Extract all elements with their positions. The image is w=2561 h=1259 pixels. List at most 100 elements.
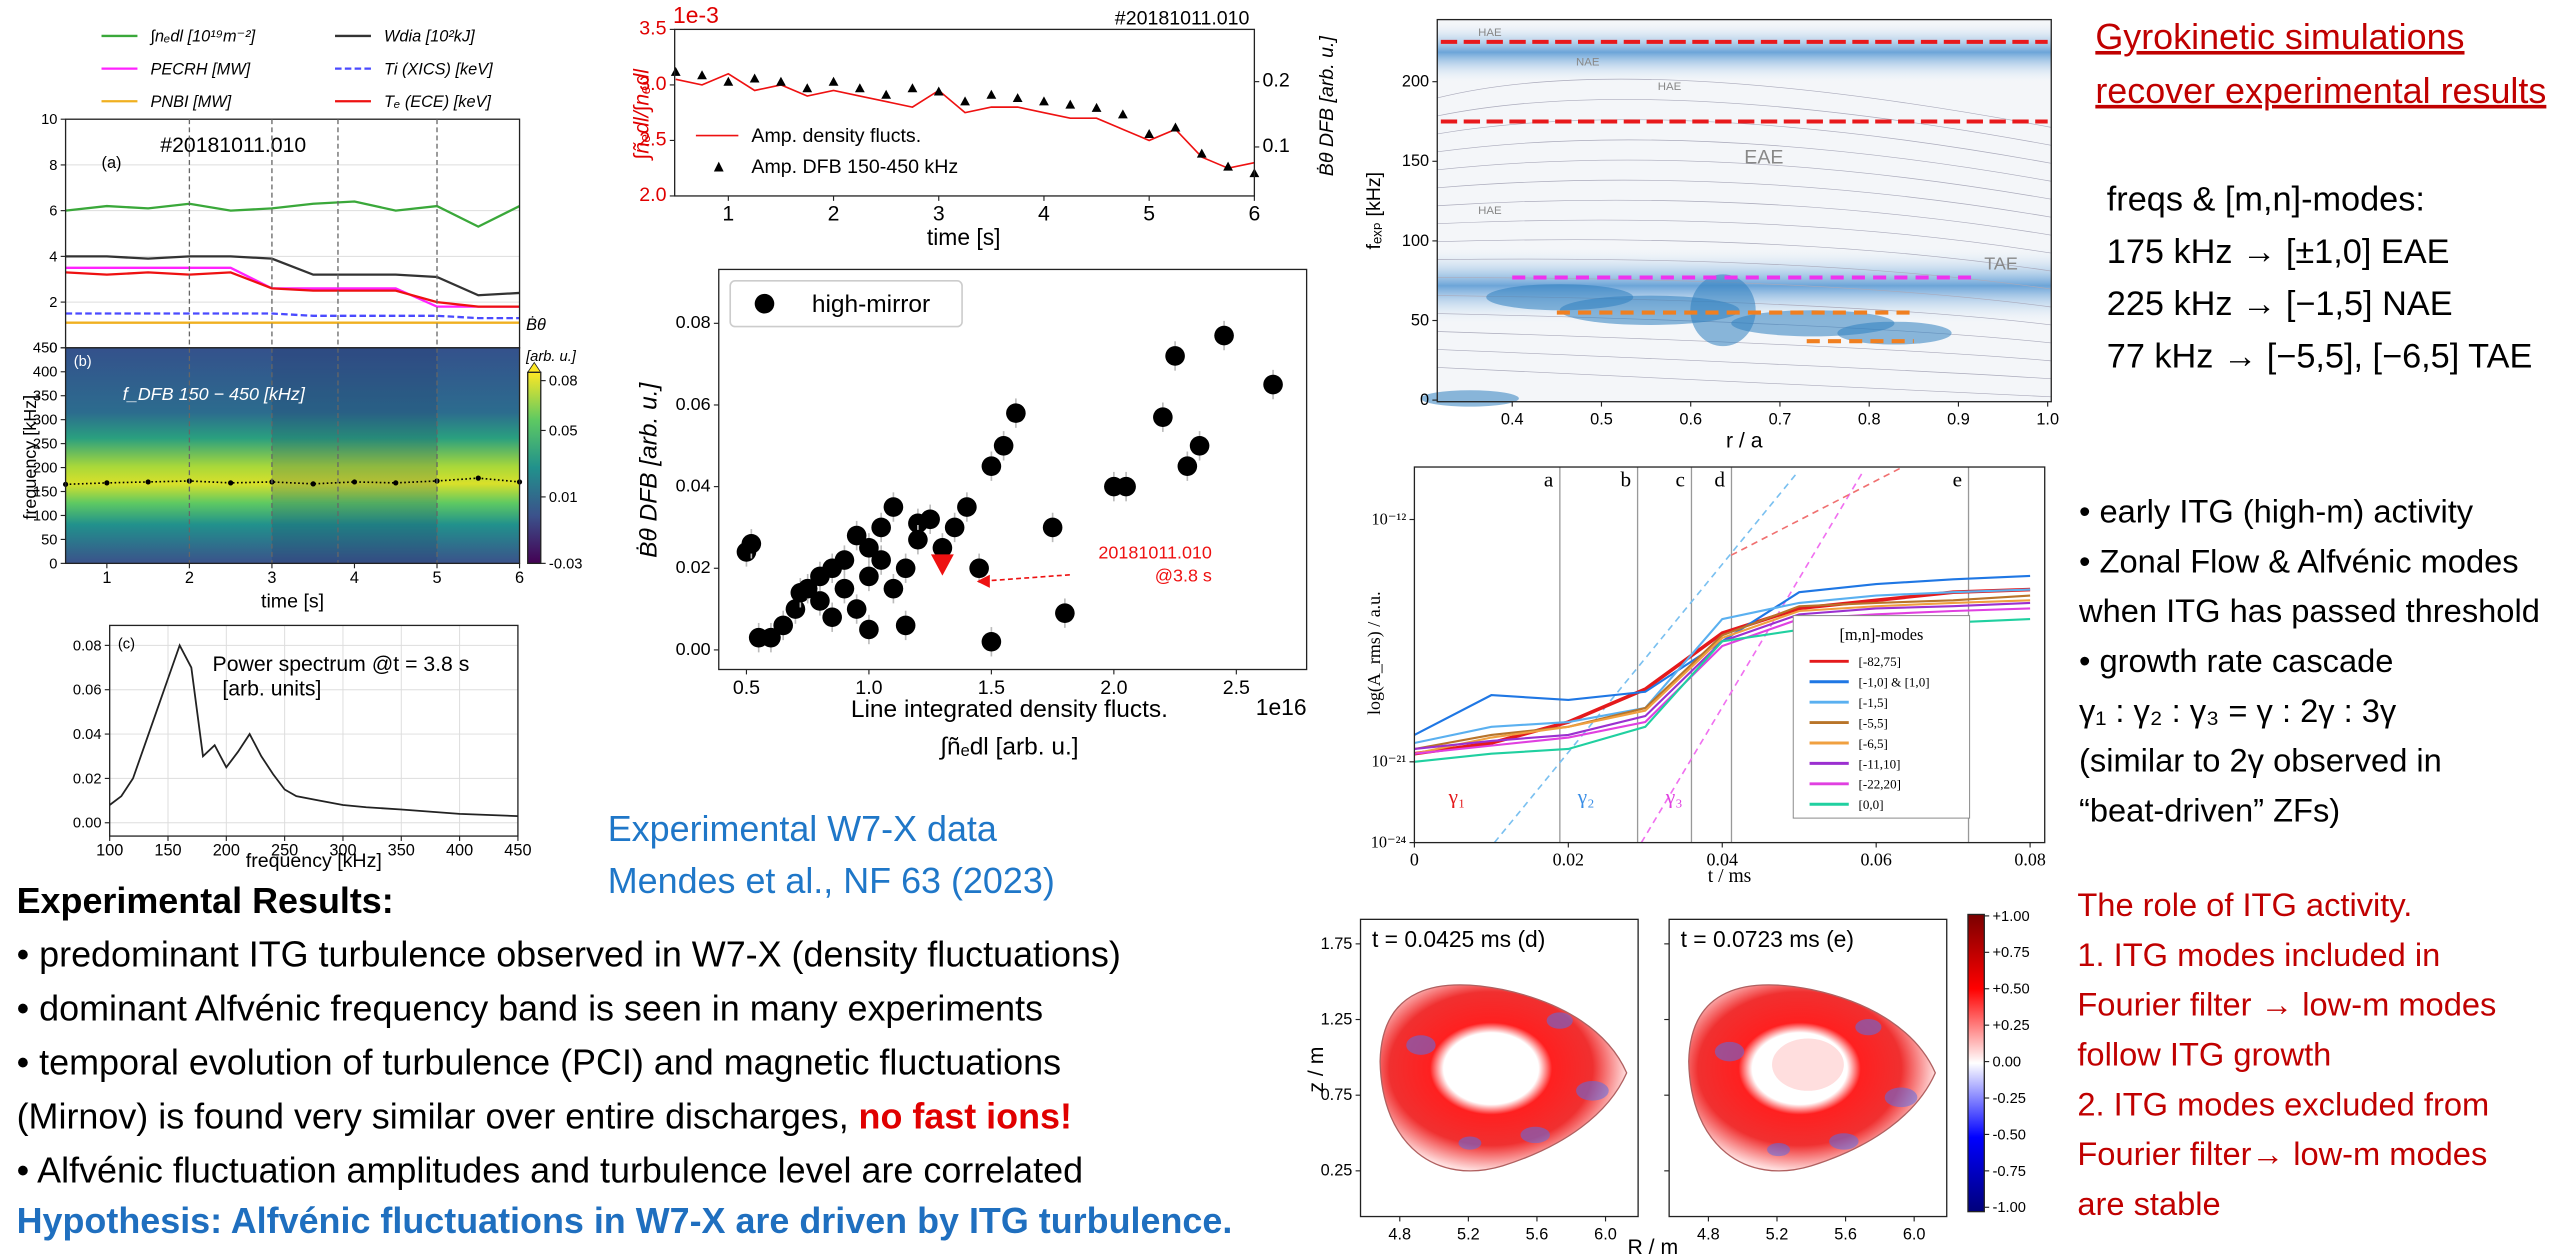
scatter-point: [895, 558, 916, 579]
x-tick-label: 6.0: [1903, 1225, 1926, 1243]
annotation: HAE: [1478, 27, 1502, 39]
x-tick-label: 400: [446, 842, 473, 860]
x-tick-label: 1: [722, 202, 734, 225]
scatter-point: [981, 456, 1002, 477]
plot-frame: [674, 28, 1256, 197]
y-tick-label: 0.02: [676, 557, 711, 577]
x-tick-label: 0.7: [1769, 411, 1792, 429]
marker: [1039, 96, 1049, 106]
marker: [1091, 102, 1102, 112]
x-tick-label: 1.0: [855, 677, 882, 699]
x-tick-label: 5.6: [1526, 1225, 1549, 1243]
y-tick-label: -0.25: [1992, 1091, 2025, 1107]
marker: [1170, 122, 1181, 132]
y-tick-label: 0.00: [73, 816, 102, 832]
y-tick-label: 2.0: [639, 184, 666, 206]
scatter-point: [846, 599, 867, 619]
y-tick-label: 300: [33, 413, 58, 429]
scatter-point: [834, 578, 855, 599]
y-tick-label: 0.01: [549, 490, 578, 506]
plasma-cross-section: [1379, 984, 1628, 1172]
x-axis-label: frequency [kHz]: [246, 850, 382, 872]
y-axis-label: log(A_rms) / a.u.: [1364, 591, 1385, 715]
scatter-point: [981, 631, 1002, 652]
legend-label: [-5,5]: [1859, 715, 1888, 730]
fluctuation-speck: [1829, 1133, 1859, 1150]
fluctuation-speck: [1714, 1041, 1745, 1062]
scatter-point: [1214, 325, 1234, 346]
x-tick-label: 3: [267, 569, 276, 587]
continuum-curve: [1437, 99, 2052, 146]
y-tick-label: 2.5: [639, 128, 666, 150]
x-tick-label: 450: [504, 842, 531, 860]
colorbar: [527, 372, 541, 564]
continuum-curve: [1437, 179, 2052, 218]
phase-label: a: [1544, 468, 1554, 492]
y-tick-label: 10⁻¹²: [1372, 509, 1407, 528]
results-heading: Experimental Results:: [17, 880, 394, 921]
y-tick-label: 0.02: [73, 771, 102, 787]
marker: [1065, 99, 1076, 109]
colorbar-unit: [arb. u.]: [525, 349, 577, 365]
scatter-point: [932, 538, 953, 558]
y-tick-label: 1.75: [1321, 935, 1353, 953]
x-tick-label: 1.0: [2036, 411, 2059, 429]
legend-label: [-11,10]: [1859, 756, 1901, 771]
text-line: • Zonal Flow & Alfvénic modes: [2079, 542, 2519, 579]
x-tick-label: 300: [329, 842, 356, 860]
text-line: 175 kHz → [±1,0] EAE: [2107, 233, 2450, 271]
scatter-point: [797, 578, 818, 599]
x-tick-label: 2: [828, 202, 840, 225]
mode-blob: [1690, 274, 1756, 347]
x-axis-label: R / m: [1627, 1236, 1678, 1259]
results-line: • temporal evolution of turbulence (PCI)…: [17, 1041, 1061, 1082]
x-tick-label: 0.4: [1501, 411, 1524, 429]
legend-swatch: [754, 293, 775, 314]
marker: [1144, 129, 1155, 138]
x-axis-label: t / ms: [1708, 866, 1752, 887]
scatter-point: [908, 529, 928, 550]
x-axis-label: Line integrated density flucts.: [851, 696, 1168, 723]
text-line: when ITG has passed threshold: [2078, 592, 2540, 629]
y-tick-label: 0.04: [73, 727, 102, 743]
legend-label: [-1,5]: [1859, 695, 1888, 710]
continuum-curve: [1437, 219, 2052, 254]
gamma-label: γ₁: [1448, 784, 1466, 808]
y-tick-label: 100: [33, 508, 58, 524]
y-tick-label: 150: [33, 484, 58, 500]
annotation: 20181011.010: [1098, 542, 1212, 562]
scatter-point: [1055, 603, 1075, 623]
annotation: Power spectrum @t = 3.8 s: [213, 653, 470, 676]
mode-blob: [1837, 321, 1952, 345]
scatter-point: [883, 497, 904, 517]
results-emphasis: no fast ions!: [859, 1095, 1072, 1136]
y-tick-label: 0: [49, 556, 57, 572]
annotation: @3.8 s: [1155, 565, 1212, 585]
x-tick-label: 250: [271, 842, 298, 860]
plot-frame: [1967, 913, 1985, 1213]
colorbar-label: Ḃθ: [526, 315, 546, 334]
fluctuation-speck: [1576, 1081, 1609, 1101]
fluctuation-speck: [1406, 1035, 1436, 1055]
text-line: follow ITG growth: [2077, 1035, 2331, 1072]
y-tick-label: 50: [41, 532, 57, 548]
x-tick-label: 5: [432, 569, 441, 587]
ridge-point: [393, 480, 399, 486]
x-tick-label: 6.0: [1594, 1225, 1617, 1243]
x-tick-label: 150: [154, 842, 181, 860]
results-line: • Alfvénic fluctuation amplitudes and tu…: [17, 1149, 1083, 1190]
scatter-point: [969, 558, 989, 579]
sim-title: recover experimental results: [2095, 70, 2546, 111]
marker: [881, 89, 892, 99]
x-tick-label: 1: [102, 569, 111, 587]
text-line: (similar to 2γ observed in: [2079, 742, 2442, 779]
y-tick-label: 10⁻²⁴: [1371, 832, 1407, 851]
x-axis-label: time [s]: [927, 224, 1001, 250]
marker: [1223, 161, 1233, 171]
continuum-curve: [1437, 239, 2052, 272]
x-tick-label: 6: [515, 569, 524, 587]
y-tick-label: 0.06: [676, 394, 711, 414]
text-line: 1. ITG modes included in: [2077, 936, 2440, 973]
marker: [670, 66, 681, 76]
y-tick-label: 4: [49, 249, 57, 265]
